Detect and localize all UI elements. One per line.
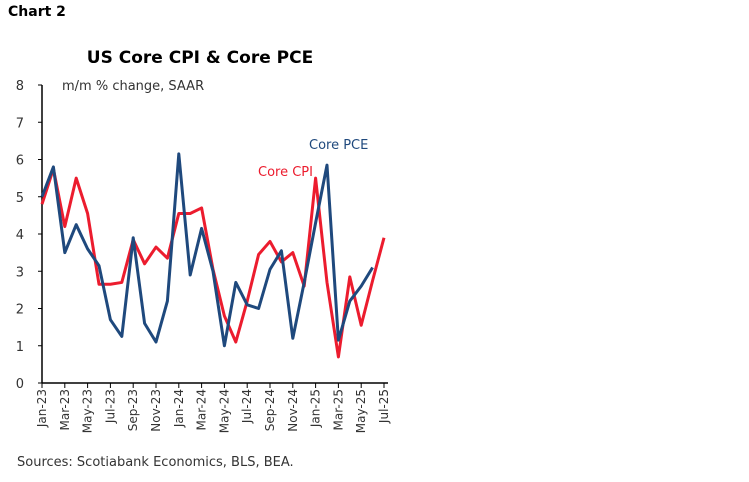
legend-core-cpi: Core CPI — [258, 165, 313, 180]
y-tick-label: 4 — [16, 228, 24, 243]
y-tick-label: 2 — [16, 303, 24, 318]
y-tick-label: 6 — [16, 154, 24, 169]
x-tick-label: May-25 — [354, 389, 368, 433]
y-tick-label: 0 — [16, 377, 24, 392]
x-tick-label: Jan-25 — [309, 389, 323, 428]
x-tick-label: Sep-24 — [263, 389, 277, 431]
y-tick-label: 1 — [16, 340, 24, 355]
x-tick-label: Jul-23 — [103, 389, 117, 424]
series-line-core-pce — [40, 152, 374, 348]
x-tick-label: Jan-23 — [35, 389, 49, 428]
x-tick-label: May-24 — [217, 389, 231, 433]
chart-title: US Core CPI & Core PCE — [87, 48, 313, 68]
x-tick-label: Jan-24 — [172, 389, 186, 428]
x-tick-label: Jul-24 — [240, 389, 254, 424]
x-tick-label: May-23 — [81, 389, 95, 433]
y-tick-label: 8 — [16, 79, 24, 94]
chart-subtitle: m/m % change, SAAR — [62, 79, 204, 94]
x-tick-label: Jul-25 — [377, 389, 391, 424]
y-tick-label: 3 — [16, 265, 24, 280]
legend-core-pce: Core PCE — [309, 138, 368, 153]
x-tick-label: Nov-24 — [286, 389, 300, 432]
x-tick-label: Mar-24 — [195, 389, 209, 430]
sources-note: Sources: Scotiabank Economics, BLS, BEA. — [17, 455, 294, 470]
x-tick-label: Mar-25 — [331, 389, 345, 430]
x-tick-label: Sep-23 — [126, 389, 140, 431]
x-tick-label: Mar-23 — [58, 389, 72, 430]
y-tick-label: 7 — [16, 116, 24, 131]
y-tick-label: 5 — [16, 191, 24, 206]
figure-label: Chart 2 — [8, 4, 66, 20]
x-tick-label: Nov-23 — [149, 389, 163, 432]
